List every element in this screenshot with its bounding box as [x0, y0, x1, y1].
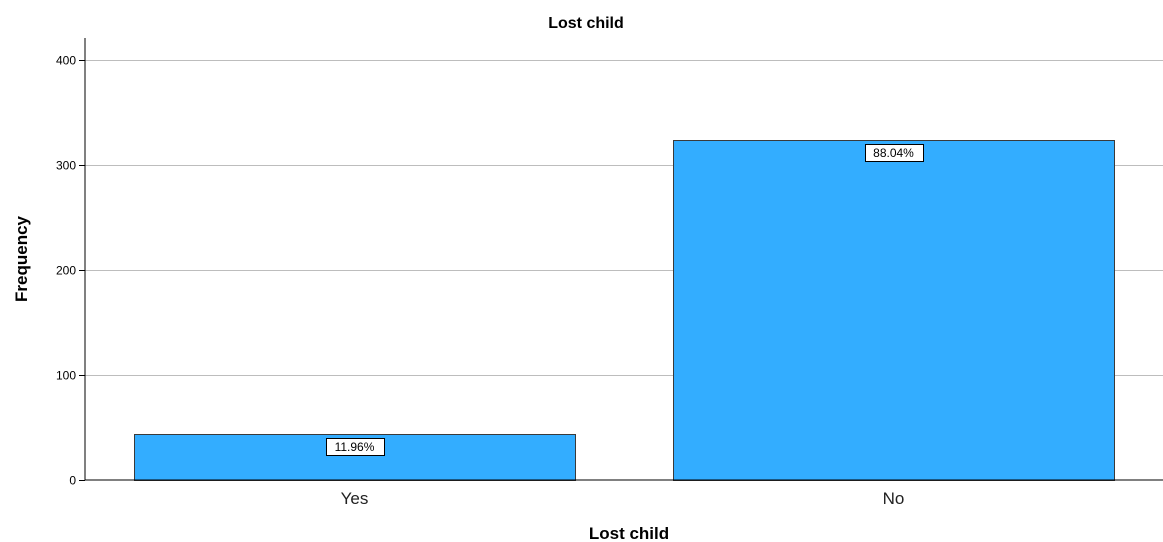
y-tick-label: 400 — [56, 54, 76, 68]
bar-no — [673, 140, 1115, 481]
data-label: 88.04% — [873, 146, 914, 160]
data-label: 11.96% — [335, 440, 375, 454]
y-tick-label: 200 — [56, 264, 76, 278]
y-axis-label: Frequency — [12, 215, 31, 302]
y-tick-label: 100 — [56, 369, 76, 383]
y-tick-label: 300 — [56, 159, 76, 173]
x-tick-label: No — [883, 489, 905, 508]
x-tick-labels: Yes No — [341, 489, 905, 508]
x-tick-label: Yes — [341, 489, 369, 508]
data-labels: 11.96% 88.04% — [326, 144, 924, 456]
chart-title: Lost child — [548, 15, 624, 32]
x-axis-label: Lost child — [589, 524, 669, 542]
data-label-box — [326, 438, 385, 456]
data-label-box — [865, 144, 924, 162]
y-tick-label: 0 — [69, 474, 76, 488]
y-ticks: 0 100 200 300 400 — [56, 54, 85, 488]
bars — [134, 140, 1115, 481]
